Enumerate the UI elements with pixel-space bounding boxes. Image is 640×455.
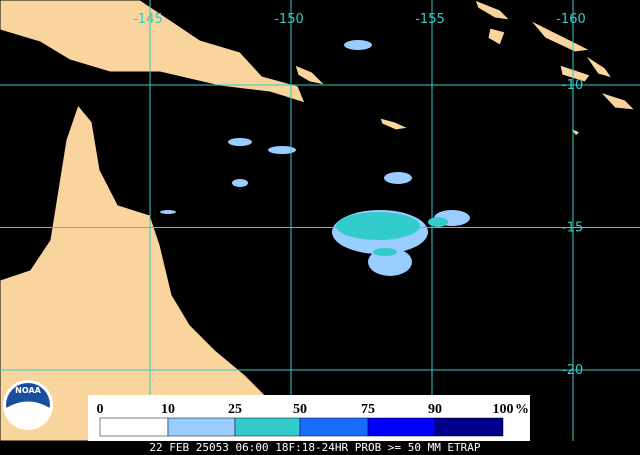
legend-label: 90 [428,402,442,417]
legend-label: 0 [97,402,104,417]
legend-swatch [434,417,504,437]
legend: 0 10 25 50 75 90 100 [97,402,514,437]
rain-probability [160,40,470,276]
legend-label: 50 [293,402,307,417]
lon-label: -145 [133,12,163,27]
legend-label: 25 [228,402,242,417]
legend-label: 100 [493,402,514,417]
lon-label: -160 [556,12,586,27]
legend-swatch [299,417,369,437]
legend-label: 10 [161,402,175,417]
noaa-logo: NOAA [3,380,53,430]
lat-label: -15 [562,221,583,236]
legend-swatch [367,417,436,437]
legend-swatch [167,417,236,437]
legend-label: 75 [361,402,375,417]
graticule: -145 -150 -155 -160 -10 -15 -20 [0,0,640,441]
lat-label: -20 [562,363,583,378]
logo-text: NOAA [15,386,41,395]
legend-swatch [99,417,169,437]
legend-unit: % [515,402,529,417]
lon-label: -155 [415,12,445,27]
lat-label: -10 [562,78,583,93]
footer: 22 FEB 25053 06:00 18F:18-24HR PROB >= 5… [149,441,481,454]
lon-label: -150 [274,12,304,27]
legend-swatch [234,417,301,437]
